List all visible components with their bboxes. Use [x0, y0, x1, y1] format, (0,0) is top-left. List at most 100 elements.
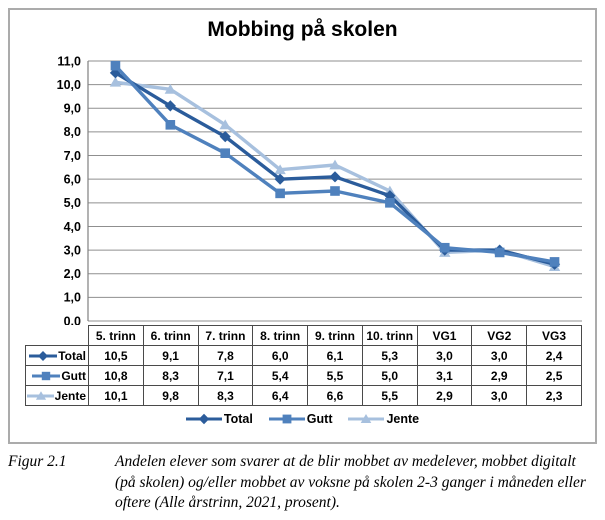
table-value-cell: 6,6: [307, 385, 363, 406]
legend-key-diamond-icon: [185, 413, 222, 425]
legend-label: Gutt: [306, 412, 333, 426]
y-axis-tick-label: 8,0: [64, 125, 81, 139]
y-axis-tick-label: 11,0: [57, 54, 81, 68]
table-value-cell: 2,4: [526, 345, 582, 366]
legend-key-triangle-icon: [27, 390, 54, 400]
legend-key-marker: [38, 350, 49, 361]
y-axis-tick-label: 4,0: [64, 220, 81, 234]
table-corner-cell: [26, 326, 89, 346]
series-gutt-marker: [439, 242, 450, 253]
series-gutt-marker: [494, 247, 505, 258]
series-jente-marker: [274, 164, 286, 175]
table-row-total: Total 10,5 9,1 7,8 6,0 6,1 5,3 3,0 3,0 2,4: [25, 345, 582, 366]
y-axis-tick-label: 5,0: [64, 196, 81, 210]
table-value-cell: 3,1: [416, 365, 473, 386]
figure-caption-label: Figur 2.1: [8, 453, 67, 470]
x-axis-category-label: VG2: [471, 325, 528, 346]
table-value-cell: 2,9: [471, 365, 528, 386]
series-gutt-marker: [220, 148, 231, 158]
y-axis-tick-label: 10,0: [57, 78, 81, 92]
table-value-cell: 5,4: [252, 365, 309, 386]
x-axis-category-label: 8. trinn: [252, 325, 309, 346]
series-gutt-marker: [275, 188, 285, 199]
y-axis-tick-label: 9,0: [64, 102, 81, 116]
x-axis-category-label: 6. trinn: [142, 325, 199, 346]
series-jente-marker: [329, 159, 341, 170]
x-axis-category-label: 10. trinn: [361, 325, 418, 346]
table-value-cell: 10,5: [88, 345, 144, 366]
series-name-label: Total: [58, 348, 86, 363]
table-value-cell: 6,0: [252, 345, 309, 366]
table-header-row: 5. trinn 6. trinn 7. trinn 8. trinn 9. trinn…: [26, 325, 582, 346]
figure-caption-text: Andelen elever som svarer at de blir mob…: [115, 453, 586, 512]
legend-item-gutt: Gutt: [268, 412, 333, 426]
legend-key-square-icon: [32, 371, 61, 380]
legend-label: Total: [223, 412, 253, 426]
y-axis-tick-label: 1,0: [64, 291, 81, 305]
table-row-gutt: Gutt 10,8 8,3 7,1 5,4 5,5 5,0 3,1 2,9 2,5: [25, 365, 582, 386]
legend-key-marker: [361, 414, 372, 423]
x-axis-category-label: VG3: [526, 325, 582, 346]
series-gutt-marker: [165, 120, 176, 130]
series-total-marker: [219, 131, 231, 143]
series-total-marker: [164, 100, 176, 112]
chart-legend: Total Gutt Jente: [10, 412, 595, 426]
y-axis-tick-label: 0,0: [64, 314, 81, 328]
x-axis-category-label: VG1: [416, 325, 473, 346]
table-value-cell: 5,3: [361, 345, 418, 366]
x-axis-category-label: 5. trinn: [88, 325, 144, 346]
table-value-cell: 6,1: [307, 345, 363, 366]
legend-key-marker: [42, 371, 51, 380]
table-row-jente: Jente 10,1 9,8 8,3 6,4 6,6 5,5 2,9 3,0 2,3: [25, 385, 582, 406]
table-value-cell: 9,1: [142, 345, 199, 366]
series-name-label: Gutt: [61, 368, 86, 383]
legend-key-marker: [198, 413, 210, 425]
y-axis-tick-label: 3,0: [64, 243, 81, 257]
y-axis-tick-label: 7,0: [64, 149, 81, 163]
series-gutt-marker: [330, 186, 340, 196]
x-axis-category-label: 9. trinn: [307, 325, 363, 346]
chart-frame: Mobbing på skolen 0,0 1,0 2,0 3,0 4,0 5,0 6,0 7…: [8, 8, 597, 444]
table-value-cell: 6,4: [252, 385, 309, 406]
table-value-cell: 10,1: [88, 385, 144, 406]
legend-key-diamond-icon: [29, 350, 58, 361]
series-gutt-marker: [549, 257, 560, 267]
figure-caption: Figur 2.1 Andelen elever som svarer at d…: [8, 452, 593, 514]
series-jente-marker: [219, 119, 231, 130]
legend-item-total: Total: [185, 412, 253, 426]
series-gutt-marker: [110, 60, 121, 71]
y-axis-tick-label: 6,0: [64, 172, 81, 186]
table-value-cell: 2,5: [526, 365, 582, 386]
y-axis-tick-label: 2,0: [64, 267, 81, 281]
table-value-cell: 5,5: [361, 385, 418, 406]
table-value-cell: 2,9: [416, 385, 473, 406]
table-value-cell: 8,3: [142, 365, 199, 386]
table-value-cell: 3,0: [471, 385, 528, 406]
chart-title: Mobbing på skolen: [207, 18, 398, 41]
table-value-cell: 8,3: [197, 385, 254, 406]
series-jente-marker: [109, 76, 122, 87]
legend-key-triangle-icon: [348, 414, 385, 423]
series-gutt-marker: [385, 198, 395, 208]
table-value-cell: 3,0: [471, 345, 528, 366]
legend-key-square-icon: [268, 414, 305, 424]
series-gutt: [110, 60, 560, 267]
x-axis-category-label: 7. trinn: [197, 325, 254, 346]
series-key-cell: Total: [25, 345, 89, 366]
line-chart-plot: 0,0 1,0 2,0 3,0 4,0 5,0 6,0 7,0 8,0 9,0 10,0 11,0: [57, 54, 582, 328]
series-total-marker: [329, 171, 341, 183]
table-value-cell: 10,8: [88, 365, 144, 386]
legend-key-marker: [282, 414, 292, 424]
series-key-cell: Gutt: [25, 365, 89, 386]
table-value-cell: 7,8: [197, 345, 254, 366]
series-total-marker: [274, 173, 286, 185]
legend-label: Jente: [386, 412, 420, 426]
table-value-cell: 7,1: [197, 365, 254, 386]
table-value-cell: 5,0: [361, 365, 418, 386]
series-jente-marker: [164, 83, 177, 94]
table-value-cell: 5,5: [307, 365, 363, 386]
legend-key-marker: [35, 390, 47, 400]
table-value-cell: 9,8: [142, 385, 199, 406]
series-key-cell: Jente: [25, 385, 89, 406]
